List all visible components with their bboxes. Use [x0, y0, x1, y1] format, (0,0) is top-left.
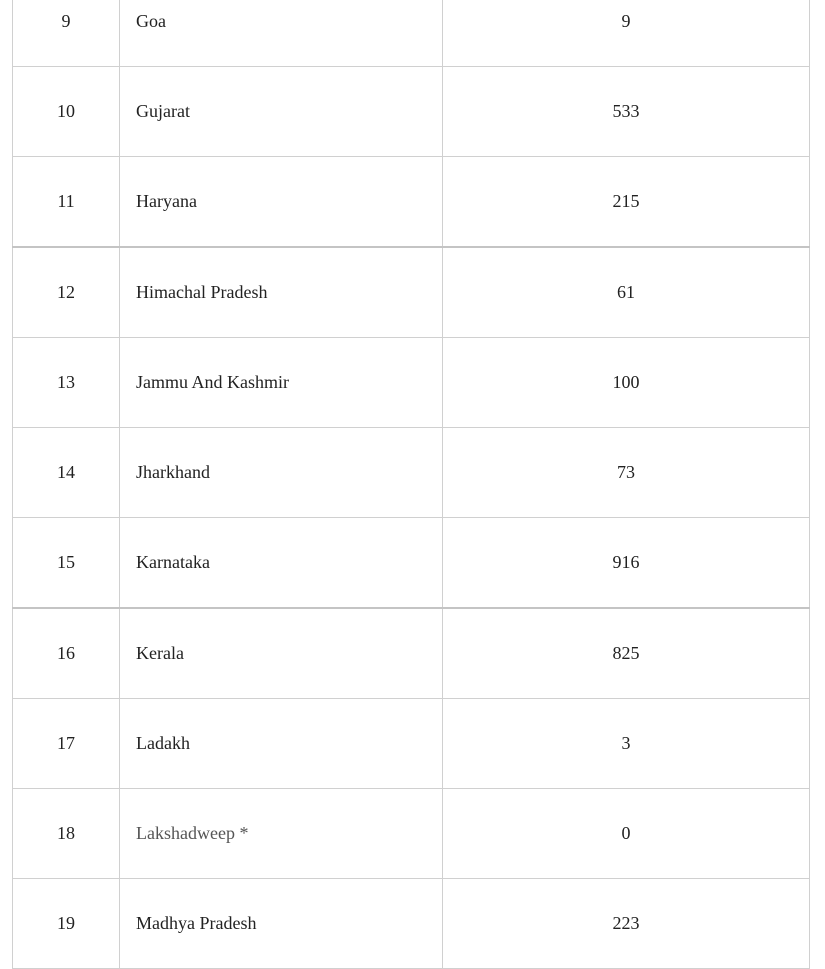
table-row: 13 Jammu And Kashmir 100 — [12, 337, 810, 428]
count-cell: 100 — [442, 337, 810, 428]
count-cell: 73 — [442, 427, 810, 518]
count-cell: 825 — [442, 607, 810, 699]
count-cell: 223 — [442, 878, 810, 969]
table-row: 18 Lakshadweep * 0 — [12, 788, 810, 879]
state-name-cell: Karnataka — [119, 517, 443, 609]
table-row: 11 Haryana 215 — [12, 156, 810, 248]
state-name-cell: Goa — [119, 0, 443, 67]
serial-number-cell: 13 — [12, 337, 120, 428]
table-row: 12 Himachal Pradesh 61 — [12, 246, 810, 338]
serial-number-cell: 14 — [12, 427, 120, 518]
table-row: 14 Jharkhand 73 — [12, 427, 810, 518]
serial-number-cell: 15 — [12, 517, 120, 609]
state-name-cell: Lakshadweep * — [119, 788, 443, 879]
state-count-table-container: 9 Goa 9 10 Gujarat 533 11 Haryana 215 12… — [12, 0, 810, 969]
count-cell: 533 — [442, 66, 810, 157]
table-body: 9 Goa 9 10 Gujarat 533 11 Haryana 215 12… — [12, 0, 810, 969]
table-row: 16 Kerala 825 — [12, 607, 810, 699]
state-name-cell: Gujarat — [119, 66, 443, 157]
serial-number-cell: 18 — [12, 788, 120, 879]
state-name-cell: Ladakh — [119, 698, 443, 789]
state-name-cell: Madhya Pradesh — [119, 878, 443, 969]
count-cell: 9 — [442, 0, 810, 67]
serial-number-cell: 16 — [12, 607, 120, 699]
state-count-table: 9 Goa 9 10 Gujarat 533 11 Haryana 215 12… — [12, 0, 810, 969]
table-row: 10 Gujarat 533 — [12, 66, 810, 157]
state-name-cell: Kerala — [119, 607, 443, 699]
state-name-cell: Jharkhand — [119, 427, 443, 518]
state-name-cell: Jammu And Kashmir — [119, 337, 443, 428]
table-row: 15 Karnataka 916 — [12, 517, 810, 609]
table-row: 9 Goa 9 — [12, 0, 810, 67]
serial-number-cell: 10 — [12, 66, 120, 157]
count-cell: 215 — [442, 156, 810, 248]
count-cell: 0 — [442, 788, 810, 879]
serial-number-cell: 19 — [12, 878, 120, 969]
state-name-cell: Haryana — [119, 156, 443, 248]
serial-number-cell: 9 — [12, 0, 120, 67]
serial-number-cell: 11 — [12, 156, 120, 248]
state-name-cell: Himachal Pradesh — [119, 246, 443, 338]
count-cell: 916 — [442, 517, 810, 609]
count-cell: 61 — [442, 246, 810, 338]
serial-number-cell: 17 — [12, 698, 120, 789]
count-cell: 3 — [442, 698, 810, 789]
table-row: 19 Madhya Pradesh 223 — [12, 878, 810, 969]
table-row: 17 Ladakh 3 — [12, 698, 810, 789]
serial-number-cell: 12 — [12, 246, 120, 338]
